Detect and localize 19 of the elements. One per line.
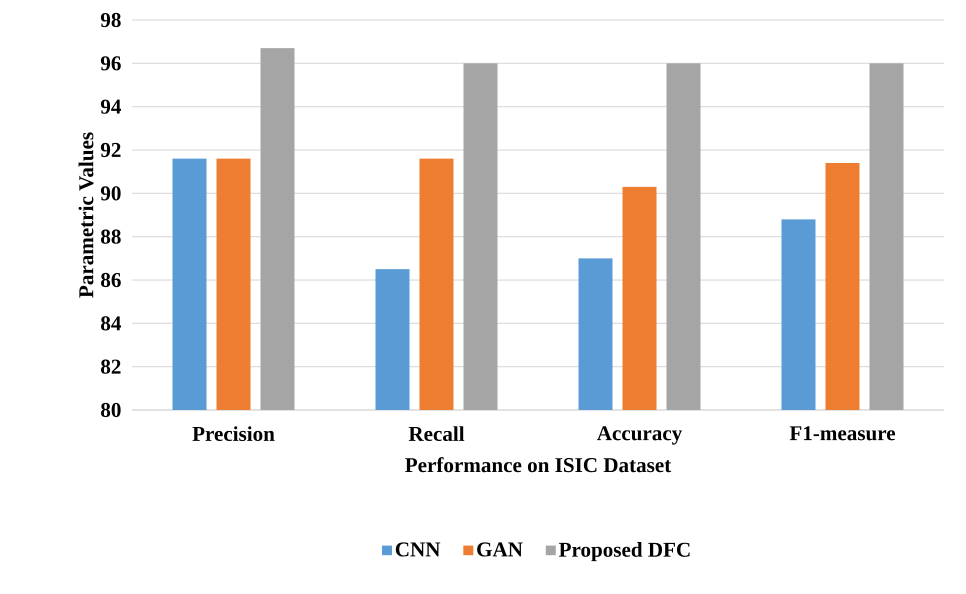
- y-axis-title: Parametric Values: [78, 132, 94, 298]
- x-tick-label: F1-measure: [790, 426, 896, 440]
- y-tick-label: 86: [101, 272, 121, 288]
- y-tick-label: 94: [100, 100, 122, 114]
- y-tick-label: 88: [101, 230, 121, 244]
- y-tick-label: 80: [101, 402, 121, 418]
- y-tick-label: 90: [100, 186, 121, 200]
- legend-label: Proposed DFC: [558, 542, 690, 562]
- y-tick-label: 96: [100, 56, 121, 70]
- x-tick-label: Accuracy: [596, 426, 682, 445]
- x-tick-label: Recall: [408, 426, 464, 442]
- x-axis-title: Performance on ISIC Dataset: [405, 457, 672, 472]
- x-tick-label: Precision: [192, 426, 275, 442]
- y-tick-label: 84: [101, 316, 122, 330]
- legend-label: CNN: [396, 542, 440, 557]
- y-tick-label: 98: [100, 12, 121, 28]
- y-tick-label: 92: [100, 142, 121, 158]
- legend-label: GAN: [477, 542, 523, 557]
- y-tick-label: 82: [101, 360, 121, 374]
